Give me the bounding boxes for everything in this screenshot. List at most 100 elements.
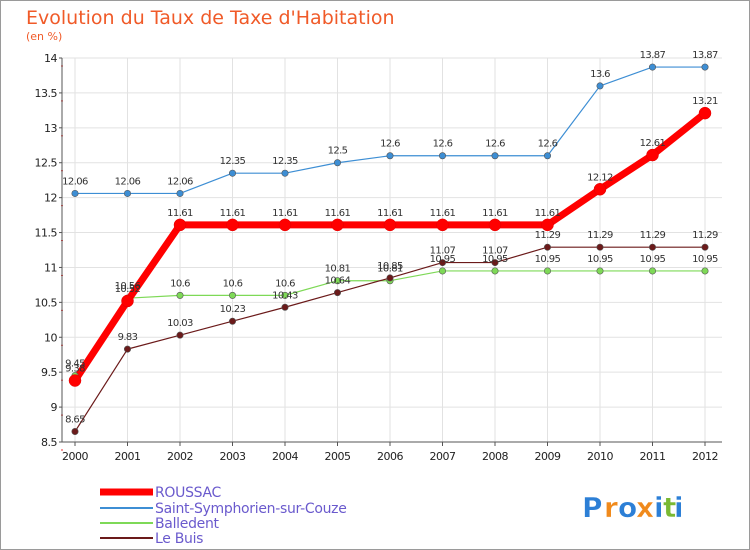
data-point [124, 345, 132, 353]
data-label: 10.56 [115, 281, 141, 292]
data-point [543, 243, 551, 251]
y-tick-label: 10.5 [35, 296, 58, 309]
data-point [596, 82, 604, 90]
legend: ROUSSACSaint-Symphorien-sur-CouzeBallede… [100, 485, 347, 547]
x-tick-label: 2003 [220, 450, 246, 463]
data-point [383, 218, 397, 232]
data-point [701, 267, 709, 275]
data-label: 9.83 [118, 332, 138, 343]
logo-letter: i [674, 491, 684, 524]
x-tick-label: 2010 [587, 450, 613, 463]
chart-title: Evolution du Taux de Taxe d'Habitation [26, 7, 395, 29]
x-tick-label: 2012 [692, 450, 718, 463]
x-tick-label: 2011 [640, 450, 666, 463]
data-label: 10.6 [275, 278, 295, 289]
data-label: 12.6 [485, 139, 505, 150]
axes [59, 57, 722, 451]
data-label: 10.95 [692, 254, 718, 265]
chart-subtitle: (en %) [26, 30, 62, 43]
data-label: 10.43 [272, 290, 298, 301]
x-tick-label: 2009 [535, 450, 561, 463]
data-point [648, 267, 656, 275]
logo-letter: r [604, 491, 618, 524]
logo-letter: o [618, 491, 637, 524]
data-point [68, 374, 82, 387]
y-axis-ticks: 8.5 9 9.5 10 10.5 11 11.5 12 12.5 13 13.5 14 [35, 52, 59, 449]
legend-label: Balledent [155, 516, 220, 532]
y-tick-label: 12 [44, 192, 57, 205]
data-label: 11.61 [482, 208, 508, 219]
data-point [386, 274, 394, 282]
data-label: 10.81 [325, 264, 351, 275]
data-point [593, 183, 607, 196]
data-label: 11.61 [377, 208, 403, 219]
x-tick-label: 2004 [272, 450, 298, 463]
data-point [543, 267, 551, 275]
logo-letter: x [636, 491, 654, 524]
data-label: 13.6 [590, 69, 610, 80]
data-point [386, 152, 394, 160]
data-label: 10.95 [587, 254, 613, 265]
data-label: 12.6 [380, 139, 400, 150]
data-point [646, 148, 659, 162]
data-label: 11.61 [272, 208, 298, 219]
data-label: 11.61 [325, 208, 351, 219]
data-label: 12.61 [640, 138, 666, 149]
x-tick-label: 2000 [62, 450, 88, 463]
data-point [229, 317, 237, 325]
y-tick-label: 13 [44, 122, 57, 135]
data-label: 13.87 [692, 50, 718, 61]
x-axis-ticks: 2000 2001 2002 2003 2004 2005 2006 2007 2008 2009… [62, 450, 719, 463]
data-label: 12.6 [538, 139, 558, 150]
data-label: 13.21 [692, 96, 718, 107]
data-label: 10.95 [640, 254, 666, 265]
data-point [281, 303, 289, 311]
data-label: 9.45 [65, 359, 85, 370]
data-point [488, 218, 502, 232]
data-point [438, 259, 446, 267]
data-label: 10.52 [115, 284, 141, 295]
logo-letter: i [654, 491, 664, 524]
data-point [491, 267, 499, 275]
data-label: 11.61 [535, 208, 561, 219]
y-tick-label: 11 [44, 261, 57, 274]
data-point [71, 189, 79, 197]
data-label: 12.35 [272, 156, 298, 167]
data-label: 10.95 [535, 254, 561, 265]
data-point [281, 291, 289, 299]
y-tick-label: 14 [44, 52, 57, 65]
data-point [491, 259, 499, 267]
data-label: 12.5 [328, 146, 348, 157]
data-label: 11.61 [430, 208, 456, 219]
data-point [438, 267, 446, 275]
data-label: 11.29 [692, 230, 718, 241]
data-point [176, 291, 184, 299]
data-point [121, 294, 134, 308]
data-label: 12.06 [115, 176, 141, 187]
legend-label: Saint-Symphorien-sur-Couze [155, 501, 347, 517]
data-label: 10.64 [325, 276, 351, 287]
y-tick-label: 9.5 [41, 366, 57, 379]
data-label: 13.87 [640, 50, 666, 61]
data-label: 11.07 [482, 246, 508, 257]
data-label: 10.6 [170, 278, 190, 289]
data-point [281, 169, 289, 177]
y-tick-label: 10 [44, 331, 57, 344]
data-point [333, 277, 341, 285]
data-label: 12.12 [587, 172, 613, 183]
data-label: 11.29 [640, 230, 666, 241]
data-label: 10.6 [223, 278, 243, 289]
data-point [173, 218, 187, 232]
data-point [648, 63, 656, 71]
data-label: 8.65 [65, 415, 85, 426]
data-label: 12.06 [62, 176, 88, 187]
data-point [333, 289, 341, 297]
data-label: 10.95 [430, 254, 456, 265]
data-label: 11.61 [220, 208, 246, 219]
data-point [436, 218, 449, 232]
data-point [278, 218, 292, 232]
y-tick-label: 12.5 [35, 157, 58, 170]
data-point [438, 152, 446, 160]
